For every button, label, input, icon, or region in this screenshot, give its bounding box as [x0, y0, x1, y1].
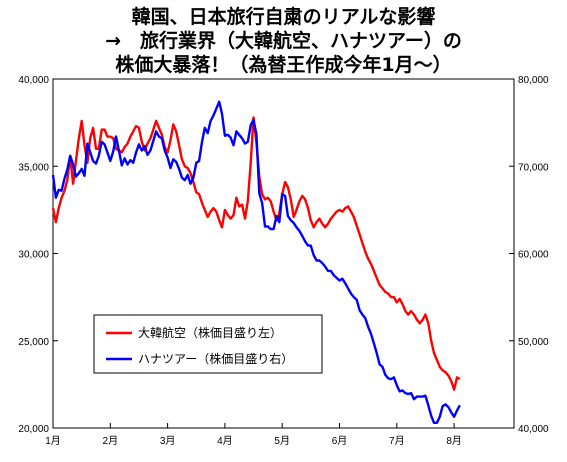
y-left-tick-label: 35,000	[18, 162, 49, 173]
y-left-tick-label: 30,000	[18, 250, 49, 261]
chart-title-line-2: → 旅行業界（大韓航空、ハナツアー）の	[105, 30, 462, 52]
y-left-tick-label: 25,000	[18, 337, 49, 348]
y-left-tick-label: 40,000	[18, 75, 49, 86]
chart-title-line-3: 株価大暴落！（為替王作成今年1月～）	[115, 54, 452, 76]
x-tick-label: 7月	[389, 435, 405, 447]
y-right-tick-label: 70,000	[518, 162, 549, 173]
legend: 大韓航空（株価目盛り左） ハナツアー（株価目盛り右）	[93, 314, 323, 374]
x-tick-label: 2月	[103, 435, 119, 447]
y-right-tick-label: 80,000	[518, 75, 549, 86]
axes: 20,000 25,000 30,000 35,000 40,000 40,000 50,0…	[18, 75, 549, 447]
series-line-hanatour	[51, 100, 461, 424]
plot-area-frame	[52, 78, 515, 429]
legend-label: 大韓航空（株価目盛り左）	[138, 325, 282, 340]
series-layer	[51, 100, 461, 424]
x-tick-label: 4月	[217, 435, 233, 447]
legend-label: ハナツアー（株価目盛り右）	[138, 351, 293, 366]
x-tick-label: 5月	[274, 435, 290, 447]
legend-box	[93, 314, 323, 374]
x-tick-label: 8月	[446, 435, 462, 447]
y-left-tick-label: 20,000	[18, 424, 49, 435]
x-tick-label: 6月	[332, 435, 348, 447]
x-tick-label: 3月	[160, 435, 176, 447]
y-right-tick-label: 50,000	[518, 337, 549, 348]
chart-title-line-1: 韓国、日本旅行自粛のリアルな影響	[131, 6, 436, 28]
y-right-tick-label: 40,000	[518, 424, 549, 435]
x-tick-label: 1月	[45, 435, 61, 447]
y-right-tick-label: 60,000	[518, 250, 549, 261]
